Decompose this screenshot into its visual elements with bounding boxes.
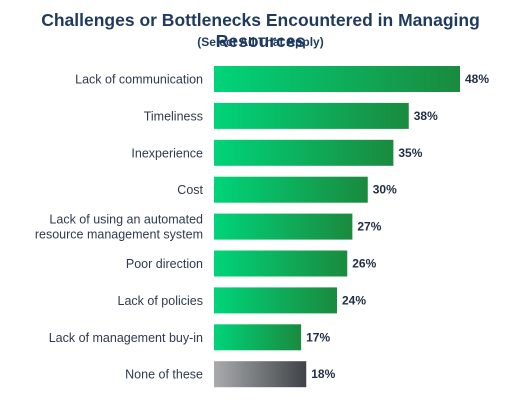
value-label-3: 30% [373,183,397,197]
category-label-2: Inexperience [131,146,203,160]
value-label-6: 24% [342,293,366,307]
value-label-4: 27% [357,220,381,234]
bar-5 [214,250,348,277]
category-label-6: Lack of policies [118,294,203,308]
value-label-1: 38% [414,109,438,123]
bar-0 [214,66,460,92]
value-label-5: 26% [352,257,376,271]
category-label-5: Poor direction [126,257,203,271]
category-label-4: Lack of using an automated resource manag… [35,213,203,242]
bar-6 [214,287,337,314]
bar-1 [214,102,409,129]
value-label-0: 48% [465,72,489,86]
value-label-2: 35% [398,146,422,160]
bar-4 [214,213,353,240]
category-label-3: Cost [177,183,203,197]
category-label-8: None of these [125,368,203,382]
chart-subtitle: (Select All That Apply) [197,35,324,49]
bar-8 [214,361,307,388]
category-label-7: Lack of management buy-in [49,331,203,345]
bar-3 [214,176,368,203]
chart-title: Challenges or Bottlenecks Encountered in… [41,10,480,51]
category-label-1: Timeliness [144,109,203,123]
value-label-7: 17% [306,330,330,344]
bar-2 [214,139,394,166]
category-label-0: Lack of communication [75,73,203,87]
bar-7 [214,324,302,351]
value-label-8: 18% [311,367,335,381]
